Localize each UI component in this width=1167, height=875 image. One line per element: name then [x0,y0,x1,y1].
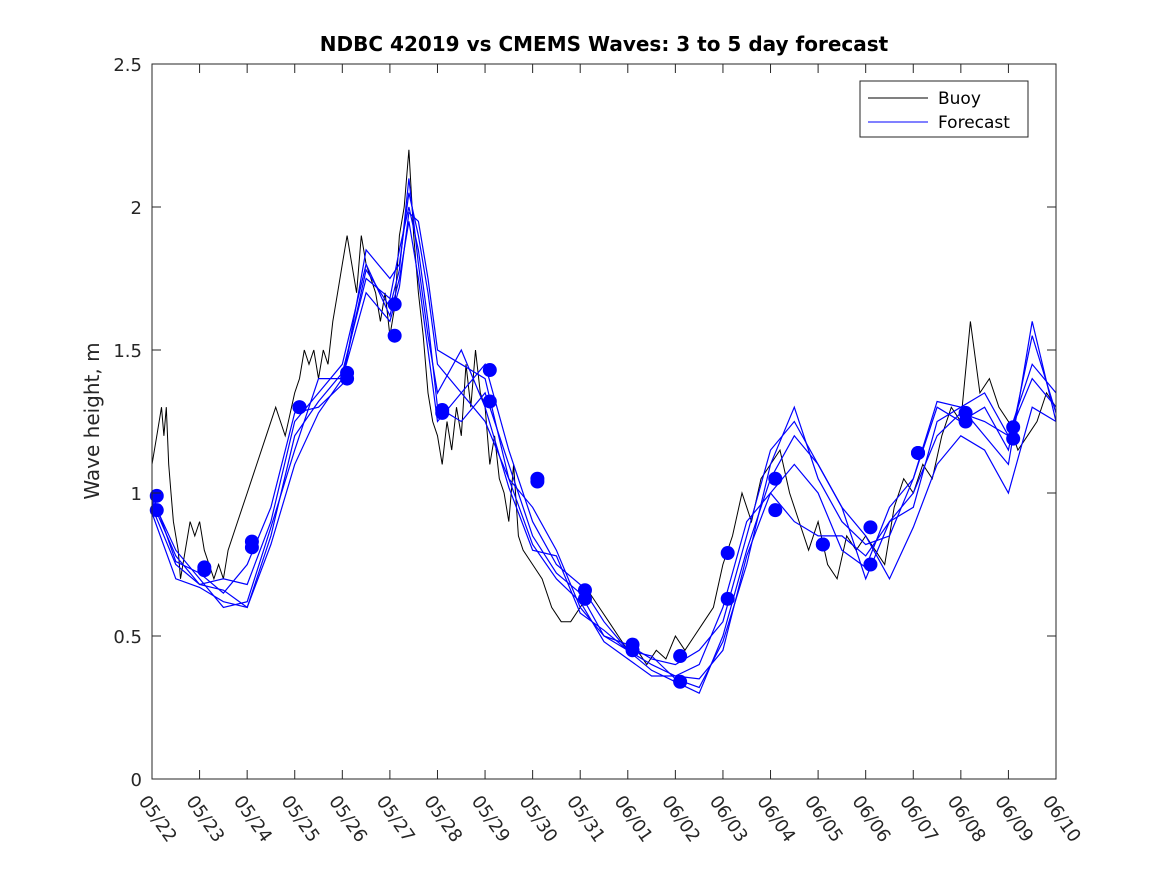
y-tick-label: 0 [131,770,142,791]
legend-box [859,80,1029,138]
x-tick-label: 05/26 [324,792,371,847]
x-tick-label: 05/22 [134,792,181,847]
x-tick-label: 05/25 [277,792,324,847]
forecast-marker-point [673,649,688,664]
series-forecast-line-5 [151,178,1057,689]
y-tick-label: 0.5 [113,627,142,648]
forecast-marker-point [482,394,497,409]
forecast-marker-point [197,563,212,578]
y-tick-label: 2 [131,198,142,219]
forecast-marker-point [958,414,973,429]
x-tick-label: 06/06 [848,792,895,847]
x-tick-label: 06/09 [990,792,1037,847]
x-tick-label: 05/31 [562,792,609,847]
forecast-marker-point [625,643,640,658]
x-tick-label: 06/02 [657,792,704,847]
x-tick-label: 05/23 [181,792,228,847]
forecast-marker-point [911,445,926,460]
forecast-marker-point [387,297,402,312]
forecast-marker-point [815,537,830,552]
x-tick-label: 06/04 [752,792,799,847]
forecast-marker-point [435,405,450,420]
series-buoy-line [151,149,1057,666]
y-tick-label: 2.5 [113,55,142,76]
x-tick-label: 06/03 [705,792,752,847]
plot-frame [151,63,1057,780]
chart-title: NDBC 42019 vs CMEMS Waves: 3 to 5 day fo… [319,32,889,56]
x-tick-label: 06/08 [943,792,990,847]
x-tick-label: 05/29 [467,792,514,847]
forecast-marker-point [1006,420,1021,435]
series-forecast-line-3 [151,192,1057,666]
x-tick-label: 05/24 [229,792,276,847]
x-tick-label: 05/27 [372,792,419,847]
forecast-marker-point [149,488,164,503]
forecast-marker-point [1006,431,1021,446]
forecast-marker-point [720,591,735,606]
forecast-marker-point [530,474,545,489]
forecast-marker-point [673,674,688,689]
x-tick-label: 06/10 [1038,792,1085,847]
forecast-marker-point [292,400,307,415]
forecast-marker-point [863,520,878,535]
forecast-marker-point [482,363,497,378]
plot-area [152,64,1056,779]
forecast-marker-point [340,371,355,386]
x-tick-label: 06/05 [800,792,847,847]
forecast-marker-point [149,503,164,518]
legend-label-buoy: Buoy [938,89,981,109]
forecast-marker-point [720,546,735,561]
forecast-marker-point [768,503,783,518]
x-tick-label: 05/30 [515,792,562,847]
legend-label-forecast: Forecast [938,113,1010,133]
x-tick-label: 06/01 [610,792,657,847]
forecast-marker-point [768,471,783,486]
x-tick-label: 06/07 [895,792,942,847]
forecast-marker-point [244,540,259,555]
forecast-marker-point [863,557,878,572]
series-forecast-line-4 [151,211,1057,680]
series-layer [149,149,1057,695]
y-tick-label: 1 [131,484,142,505]
series-forecast-line-2 [151,221,1057,695]
y-tick-label: 1.5 [113,341,142,362]
legend: Buoy Forecast [859,80,1029,138]
forecast-marker-point [577,591,592,606]
x-tick-label: 05/28 [419,792,466,847]
forecast-marker-point [387,328,402,343]
